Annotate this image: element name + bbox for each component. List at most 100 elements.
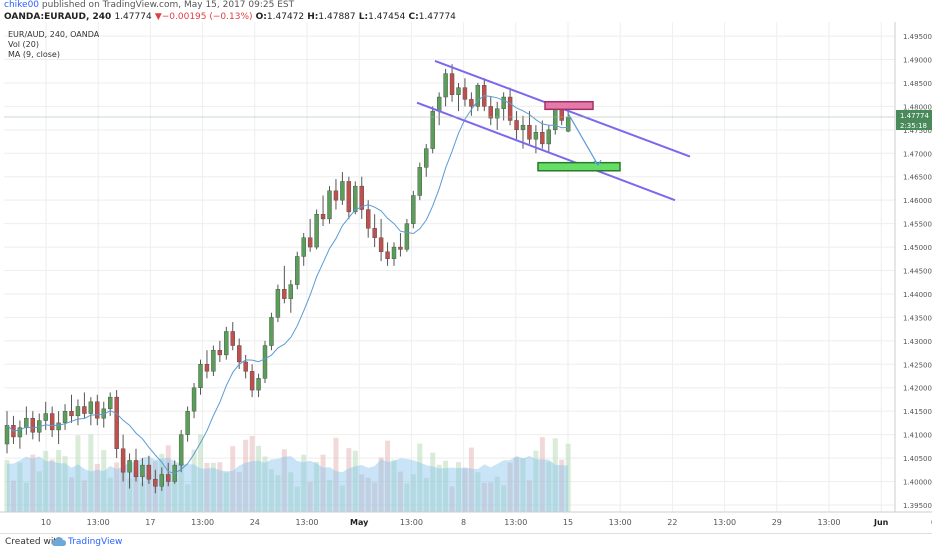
legend-volume: Vol (20) xyxy=(8,40,39,49)
candle-up xyxy=(43,413,48,421)
volume-bar xyxy=(275,475,281,512)
candle-up xyxy=(404,223,410,250)
volume-bar xyxy=(301,454,307,512)
publish-info: chike00 published on TradingView.com, Ma… xyxy=(4,0,294,10)
support-zone[interactable] xyxy=(537,161,621,172)
candle-up xyxy=(495,108,500,119)
volume-bar xyxy=(417,443,423,512)
tradingview-link[interactable]: TradingView xyxy=(68,537,123,547)
candle-up xyxy=(127,460,132,473)
candle-up xyxy=(475,85,481,107)
volume-bar xyxy=(501,485,507,512)
volume-bar xyxy=(114,462,120,512)
candle-up xyxy=(520,124,526,131)
axes: 1.49500 1.49000 1.48500 1.48000 1.47500 1.470… xyxy=(0,22,932,527)
volume-bar xyxy=(107,477,113,512)
candle-down xyxy=(559,108,564,121)
price-tick-label: 1.48500 xyxy=(903,80,932,88)
candle-up xyxy=(256,378,261,391)
candle-down xyxy=(146,464,152,480)
volume-bar xyxy=(101,450,107,512)
volume-bar xyxy=(430,452,436,512)
candle-up xyxy=(17,427,23,438)
ma-line xyxy=(6,95,569,474)
time-tick-label: 13:00 xyxy=(713,518,736,527)
volume-bar xyxy=(365,477,371,512)
candle-up xyxy=(198,364,203,388)
volume-bar xyxy=(88,434,94,512)
volume-bar xyxy=(120,456,126,512)
candle-down xyxy=(82,406,87,414)
volume-bar xyxy=(210,462,216,512)
channel-lower-line[interactable] xyxy=(416,101,676,202)
candle-down xyxy=(236,345,242,363)
volume-bar xyxy=(346,448,352,512)
volume-bar xyxy=(475,472,481,512)
price-tick-label: 1.42000 xyxy=(903,385,932,393)
current-price-text: 1.47774 xyxy=(900,112,929,120)
open-label: O: xyxy=(255,12,267,22)
volume-bar xyxy=(307,482,313,512)
candle-down xyxy=(378,237,384,252)
candle-down xyxy=(385,251,390,259)
candle-up xyxy=(565,116,571,132)
price-tick-label: 1.43000 xyxy=(903,338,932,346)
candle-up xyxy=(211,350,216,372)
candle-up xyxy=(56,422,61,431)
volume-bar xyxy=(139,482,145,512)
author-link[interactable]: chike00 xyxy=(4,0,40,10)
volume-bar xyxy=(423,477,429,512)
price-chart[interactable]: 1.49500 1.49000 1.48500 1.48000 1.47500 1.470… xyxy=(0,22,932,533)
candle-down xyxy=(204,364,210,372)
volume-bar xyxy=(314,461,320,512)
volume-bar xyxy=(378,457,384,512)
volume-bar xyxy=(75,435,81,512)
open-value: 1.47472 xyxy=(266,12,305,22)
candle-up xyxy=(262,345,268,379)
symbol-label: OANDA:EURAUD, 240 xyxy=(4,12,112,22)
time-tick-label: 13:00 xyxy=(191,518,214,527)
projection-arrowhead xyxy=(593,159,602,166)
price-tick-label: 1.41500 xyxy=(903,408,932,416)
candle-down xyxy=(366,209,371,229)
volume-bar xyxy=(488,482,494,512)
time-tick-label: 24 xyxy=(250,518,260,527)
candle-up xyxy=(107,396,113,410)
price-tick-label: 1.45500 xyxy=(903,221,932,229)
resistance-zone[interactable] xyxy=(544,100,594,111)
volume-bar xyxy=(404,483,410,512)
price-tick-label: 1.49500 xyxy=(903,33,932,41)
candle-up xyxy=(275,289,281,318)
candle-up xyxy=(24,418,29,428)
candle-up xyxy=(185,410,190,435)
candle-up xyxy=(327,190,332,220)
candle-up xyxy=(443,73,448,98)
volume-bar xyxy=(249,436,255,512)
volume-bar xyxy=(94,463,100,512)
price-tick-label: 1.43500 xyxy=(903,314,932,322)
volume-bar xyxy=(391,459,397,512)
volume-bar xyxy=(204,462,210,512)
volume-bar xyxy=(320,454,326,512)
candle-up xyxy=(553,108,558,131)
candle-down xyxy=(49,413,55,431)
drawings[interactable] xyxy=(416,59,691,202)
current-price-tag xyxy=(896,109,932,120)
candle-down xyxy=(120,448,126,473)
volume-bar xyxy=(281,449,287,512)
price-tick-label: 1.41000 xyxy=(903,432,932,440)
candle-up xyxy=(340,181,345,201)
volume-bar xyxy=(256,445,262,512)
candle-up xyxy=(269,317,274,346)
volume-bar xyxy=(359,474,365,512)
volume-bar xyxy=(243,439,249,512)
candle-up xyxy=(140,464,145,478)
volume-bar xyxy=(494,476,500,512)
candle-up xyxy=(178,434,184,466)
ohlc-bar: OANDA:EURAUD, 240 1.47774 ▼−0.00195 (−0.… xyxy=(4,12,456,22)
candle-down xyxy=(527,124,532,140)
candle-up xyxy=(411,195,416,224)
close-value: 1.47774 xyxy=(418,12,456,22)
price-tick-label: 1.42500 xyxy=(903,361,932,369)
projection-arrow[interactable] xyxy=(567,113,599,166)
